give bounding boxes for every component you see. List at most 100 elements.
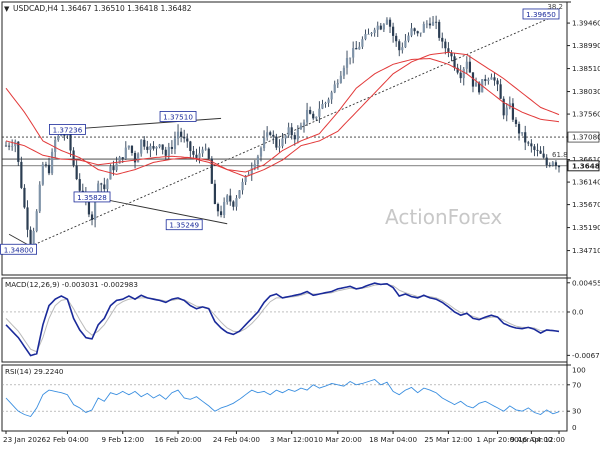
x-tick-label: 16 Feb 20:00 bbox=[154, 435, 202, 444]
candle-body bbox=[388, 19, 392, 27]
x-tick-label: 10 Mar 20:00 bbox=[314, 435, 362, 444]
price-level-badge bbox=[567, 131, 600, 143]
y-tick-label: 1.38030 bbox=[572, 87, 600, 96]
price-annotation-label: 1.34800 bbox=[4, 245, 34, 254]
candle-body bbox=[278, 146, 281, 148]
candle-body bbox=[511, 103, 515, 120]
candle-body bbox=[441, 37, 444, 42]
price-level-badge-label: 1.36482 bbox=[572, 161, 600, 170]
candle-body bbox=[379, 25, 382, 30]
price-chart-title: USDCAD,H4 1.36467 1.36510 1.36418 1.3648… bbox=[13, 4, 192, 13]
candle-body bbox=[502, 98, 505, 116]
candle-body bbox=[401, 47, 404, 51]
candle-body bbox=[493, 77, 496, 81]
candle-body bbox=[204, 148, 207, 150]
price-annotation-box bbox=[0, 243, 37, 255]
candle-body bbox=[213, 183, 217, 204]
price-annotation-box bbox=[159, 111, 197, 122]
candle-body bbox=[20, 161, 23, 188]
candle-body bbox=[229, 195, 232, 202]
candle-body bbox=[517, 123, 521, 134]
candle-body bbox=[272, 134, 275, 137]
candle-body bbox=[23, 187, 26, 208]
candle-body bbox=[219, 211, 223, 216]
candle-body bbox=[299, 125, 303, 130]
candle-body bbox=[444, 41, 447, 49]
candle-body bbox=[17, 141, 20, 162]
candle-body bbox=[459, 72, 462, 79]
candle-body bbox=[364, 34, 367, 40]
candle-body bbox=[38, 184, 41, 212]
candle-body bbox=[118, 157, 121, 164]
candle-body bbox=[226, 195, 229, 203]
candle-body bbox=[170, 146, 173, 149]
candle-body bbox=[468, 61, 472, 73]
candle-body bbox=[330, 92, 333, 100]
corner-label: 38.2 bbox=[547, 3, 563, 11]
candle-body bbox=[256, 156, 260, 165]
candle-body bbox=[453, 56, 456, 68]
y-tick-label: 0.004552 bbox=[572, 278, 600, 287]
candle-body bbox=[438, 21, 441, 38]
candle-body bbox=[333, 84, 336, 93]
y-tick-label: 1.37560 bbox=[572, 110, 600, 119]
x-tick-label: 9 Feb 12:00 bbox=[101, 435, 144, 444]
candle-body bbox=[352, 48, 355, 58]
candle-body bbox=[474, 82, 478, 87]
candle-body bbox=[164, 149, 167, 156]
candle-body bbox=[7, 145, 11, 147]
collapse-icon: ▼ bbox=[4, 5, 10, 13]
price-annotation-box bbox=[522, 8, 560, 20]
candle-body bbox=[557, 165, 561, 168]
candle-body bbox=[499, 84, 502, 99]
fib-label: 61.8 bbox=[552, 151, 568, 159]
candle-body bbox=[410, 28, 413, 36]
watermark: ActionForex bbox=[385, 205, 502, 229]
candle-body bbox=[505, 107, 508, 116]
candle-body bbox=[524, 132, 527, 143]
candle-body bbox=[355, 48, 358, 50]
candle-body bbox=[530, 143, 533, 147]
price-annotation-box bbox=[49, 124, 86, 135]
y-tick-label: 100 bbox=[572, 366, 586, 375]
candle-body bbox=[133, 152, 137, 163]
candle-body bbox=[281, 138, 284, 147]
candle-body bbox=[419, 32, 422, 34]
candle-body bbox=[447, 48, 450, 53]
candle-body bbox=[176, 131, 180, 139]
candle-body bbox=[385, 19, 389, 25]
trendline bbox=[30, 13, 560, 247]
candle-body bbox=[376, 25, 379, 30]
x-tick-label: 18 Mar 04:00 bbox=[369, 435, 417, 444]
candle-body bbox=[250, 168, 253, 175]
candle-body bbox=[63, 134, 66, 136]
candle-body bbox=[90, 214, 94, 220]
rsi-title: RSI(14) 29.2240 bbox=[5, 367, 64, 376]
candle-body bbox=[60, 134, 63, 136]
y-tick-label: 1.34710 bbox=[572, 246, 600, 255]
candle-body bbox=[367, 33, 370, 35]
candle-body bbox=[137, 153, 140, 163]
candle-body bbox=[210, 158, 213, 184]
macd-title: MACD(12,26,9) -0.003031 -0.002983 bbox=[5, 280, 138, 289]
candle-body bbox=[216, 203, 220, 212]
candle-body bbox=[29, 229, 32, 248]
candle-body bbox=[373, 29, 376, 33]
y-tick-label: 1.36140 bbox=[572, 178, 600, 187]
candle-body bbox=[180, 131, 183, 137]
y-tick-label: 1.38990 bbox=[572, 41, 600, 50]
candle-body bbox=[195, 154, 198, 158]
candle-body bbox=[198, 153, 201, 158]
candle-body bbox=[484, 79, 487, 81]
y-tick-label: 0.0 bbox=[572, 307, 584, 316]
x-tick-label: 16 Apr 12:00 bbox=[518, 435, 565, 444]
candle-body bbox=[266, 132, 269, 138]
candle-body bbox=[551, 162, 554, 166]
candle-body bbox=[290, 127, 293, 136]
candle-body bbox=[315, 116, 318, 119]
candle-body bbox=[115, 163, 118, 171]
candle-body bbox=[462, 68, 465, 79]
candle-body bbox=[456, 67, 459, 73]
candle-body bbox=[93, 196, 97, 220]
